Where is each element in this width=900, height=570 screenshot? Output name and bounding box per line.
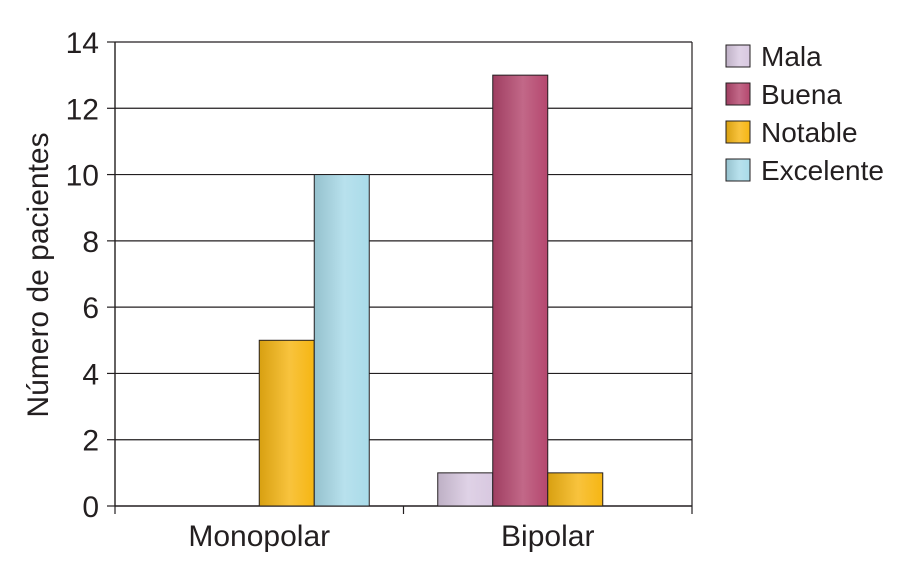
- y-tick-label: 4: [82, 358, 99, 391]
- bar-bipolar-mala: [437, 472, 494, 507]
- y-axis-title: Número de pacientes: [22, 132, 55, 417]
- bars: [258, 74, 604, 507]
- y-tick-labels: 0 2 4 6 8 10 12 14: [66, 27, 99, 524]
- legend-swatch: [725, 120, 751, 144]
- y-tick-label: 12: [66, 93, 99, 126]
- y-tick-label: 2: [82, 425, 99, 458]
- legend-item-buena: Buena: [725, 79, 842, 110]
- legend: Mala Buena Notable Excelente: [725, 41, 884, 186]
- y-tick-label: 6: [82, 292, 99, 325]
- y-tick-label: 8: [82, 226, 99, 259]
- x-category-label: Monopolar: [188, 520, 330, 553]
- y-tick-label: 10: [66, 160, 99, 193]
- legend-swatch: [725, 44, 751, 68]
- y-tick-label: 0: [82, 491, 99, 524]
- y-tick-label: 14: [66, 27, 99, 60]
- legend-swatch: [725, 158, 751, 182]
- legend-label: Excelente: [761, 155, 884, 186]
- legend-label: Mala: [761, 41, 822, 72]
- gridlines: [115, 41, 692, 441]
- legend-label: Buena: [761, 79, 842, 110]
- bar-bipolar-buena: [492, 74, 549, 507]
- axes: [107, 41, 693, 514]
- x-category-labels: Monopolar Bipolar: [188, 520, 594, 553]
- bar-monopolar-notable: [258, 339, 315, 507]
- legend-item-mala: Mala: [725, 41, 822, 72]
- bar-monopolar-excelente: [313, 174, 370, 507]
- bar-bipolar-notable: [547, 472, 604, 507]
- legend-swatch: [725, 82, 751, 106]
- x-category-label: Bipolar: [501, 520, 594, 553]
- legend-item-excelente: Excelente: [725, 155, 884, 186]
- legend-label: Notable: [761, 117, 858, 148]
- legend-item-notable: Notable: [725, 117, 858, 148]
